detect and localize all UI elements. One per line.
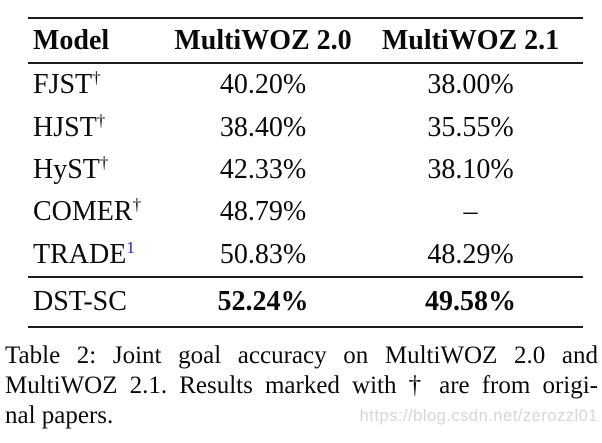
dagger-footnote-marker: † (96, 110, 106, 130)
value-multiwoz20: 52.24% (217, 285, 309, 317)
value-multiwoz20: 40.20% (219, 69, 307, 101)
value-multiwoz21: 49.58% (425, 285, 516, 317)
value-multiwoz21: 48.29% (427, 238, 514, 270)
footnote-1-link: 1 (126, 237, 135, 257)
model-name: TRADE (33, 238, 127, 270)
table-top-rule (28, 17, 583, 19)
model-name: FJST (33, 69, 93, 101)
column-header-model: Model (33, 24, 110, 56)
value-multiwoz20: 50.83% (219, 238, 307, 270)
table-mid-rule (28, 275, 583, 278)
caption-line: nal papers. (5, 402, 114, 429)
column-header-multiwoz20: MultiWOZ 2.0 (174, 24, 352, 56)
model-name: DST-SC (33, 285, 127, 317)
model-name: HyST (33, 153, 100, 185)
value-multiwoz21: 38.00% (427, 69, 514, 101)
value-multiwoz21: 38.10% (427, 153, 514, 185)
table-row: COMER† 48.79% – (28, 191, 583, 233)
dagger-footnote-marker: † (132, 195, 142, 215)
table-row: TRADE1 50.83% 48.29% (28, 234, 583, 276)
model-name: HJST (33, 111, 97, 143)
table-caption: Table 2: Joint goal accuracy on MultiWOZ… (5, 341, 598, 431)
csdn-watermark: https://blog.csdn.net/zerozzl01 (359, 407, 598, 425)
value-multiwoz21: – (463, 196, 478, 228)
table-header-row: Model MultiWOZ 2.0 MultiWOZ 2.1 (28, 19, 583, 62)
caption-line: MultiWOZ 2.1. Results marked with † are … (5, 372, 598, 399)
dagger-footnote-marker: † (99, 152, 109, 172)
table-row: HJST† 38.40% 35.55% (28, 106, 583, 148)
model-name: COMER (33, 196, 133, 228)
caption-line: Table 2: Joint goal accuracy on MultiWOZ… (5, 342, 598, 369)
results-table: Model MultiWOZ 2.0 MultiWOZ 2.1 FJST† 40… (28, 17, 583, 328)
table-header-rule (28, 62, 583, 64)
value-multiwoz20: 38.40% (219, 111, 307, 143)
dagger-footnote-marker: † (92, 68, 101, 88)
table-row: HyST† 42.33% 38.10% (28, 149, 583, 191)
table-row-best: DST-SC 52.24% 49.58% (28, 278, 583, 326)
value-multiwoz20: 42.33% (219, 153, 307, 185)
table-bottom-rule (28, 325, 583, 328)
value-multiwoz21: 35.55% (427, 111, 514, 143)
column-header-multiwoz21: MultiWOZ 2.1 (381, 24, 560, 56)
table-row: FJST† 40.20% 38.00% (28, 64, 583, 106)
value-multiwoz20: 48.79% (219, 196, 307, 228)
